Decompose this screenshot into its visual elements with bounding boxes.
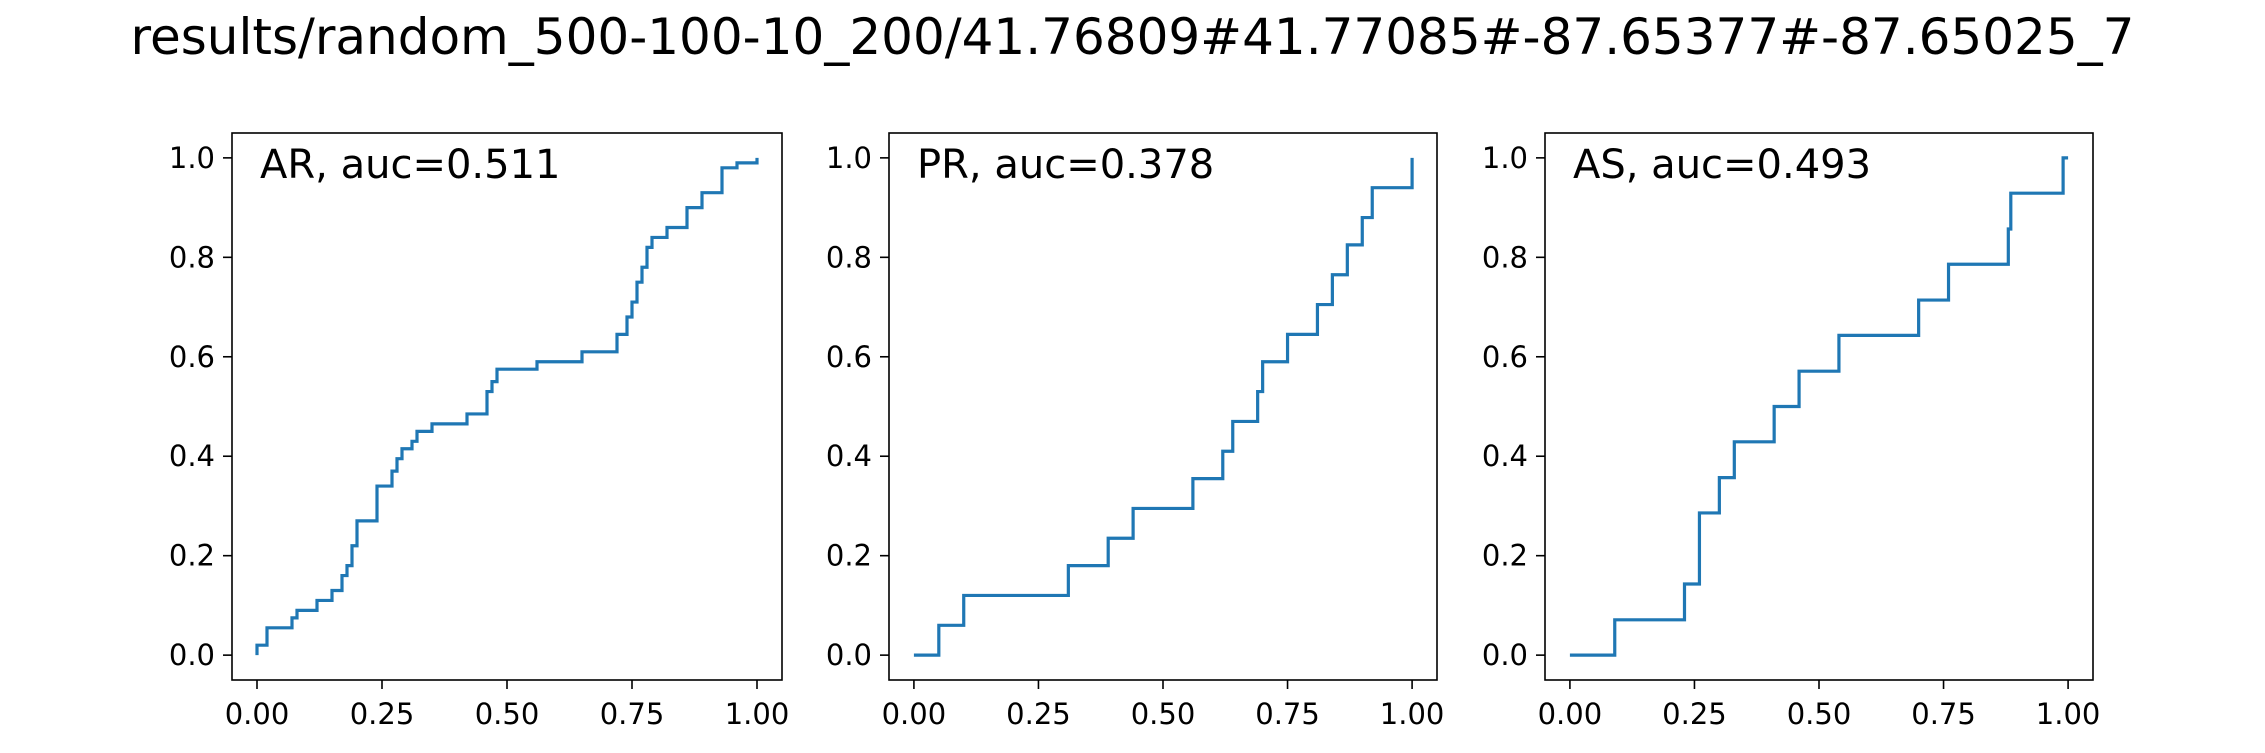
y-tick-label: 0.6 xyxy=(826,340,872,374)
y-tick-label: 0.4 xyxy=(826,439,872,473)
roc-curve xyxy=(1569,156,2069,657)
x-tick-label: 0.50 xyxy=(1131,697,1196,731)
x-tick-label: 0.00 xyxy=(225,697,290,731)
y-tick-label: 0.6 xyxy=(169,340,215,374)
x-tick-label: 0.75 xyxy=(1911,697,1976,731)
subplot-3: 0.00 0.25 0.50 0.75 1.00 0.0 0.2 0.4 0.6 0.8 1.0 AS… xyxy=(1482,132,2101,731)
x-tick-label: 1.00 xyxy=(725,697,790,731)
y-tick-label: 1.0 xyxy=(169,141,215,175)
y-tick-label: 0.4 xyxy=(1482,439,1528,473)
y-tick-label: 0.0 xyxy=(826,638,872,672)
x-tick-label: 1.00 xyxy=(1380,697,1445,731)
y-tick-label: 0.0 xyxy=(1482,638,1528,672)
auc-label: AS, auc=0.493 xyxy=(1573,142,1871,188)
y-tick-label: 0.2 xyxy=(826,539,872,573)
y-tick-label: 1.0 xyxy=(1482,141,1528,175)
axes-frame xyxy=(231,132,783,681)
y-tick-label: 0.0 xyxy=(169,638,215,672)
y-tick-label: 0.6 xyxy=(1482,340,1528,374)
y-tick-label: 0.8 xyxy=(1482,240,1528,274)
x-tick-label: 1.00 xyxy=(2036,697,2101,731)
roc-curve xyxy=(255,157,759,656)
axes-frame xyxy=(888,132,1438,681)
roc-curve xyxy=(913,157,1414,657)
y-tick-label: 0.2 xyxy=(1482,539,1528,573)
x-tick-label: 0.25 xyxy=(1006,697,1071,731)
y-tick-label: 0.4 xyxy=(169,439,215,473)
x-tick-label: 0.50 xyxy=(1787,697,1852,731)
x-tick-label: 0.25 xyxy=(350,697,415,731)
x-tick-label: 0.25 xyxy=(1662,697,1727,731)
auc-label: AR, auc=0.511 xyxy=(260,142,560,188)
y-tick-label: 0.8 xyxy=(826,240,872,274)
y-tick-label: 0.8 xyxy=(169,240,215,274)
subplot-2: 0.00 0.25 0.50 0.75 1.00 0.0 0.2 0.4 0.6 0.8 1.0 PR… xyxy=(826,132,1445,731)
y-tick-label: 0.2 xyxy=(169,539,215,573)
figure-title: results/random_500-100-10_200/41.76809#4… xyxy=(130,8,2135,66)
x-tick-label: 0.75 xyxy=(1255,697,1320,731)
x-tick-label: 0.75 xyxy=(600,697,665,731)
x-tick-label: 0.00 xyxy=(882,697,947,731)
auc-label: PR, auc=0.378 xyxy=(917,142,1214,188)
x-tick-label: 0.00 xyxy=(1538,697,1603,731)
y-tick-label: 1.0 xyxy=(826,141,872,175)
x-tick-label: 0.50 xyxy=(475,697,540,731)
subplot-1: 0.00 0.25 0.50 0.75 1.00 0.0 0.2 0.4 0.6 0.8 1.0 AR… xyxy=(169,132,790,731)
